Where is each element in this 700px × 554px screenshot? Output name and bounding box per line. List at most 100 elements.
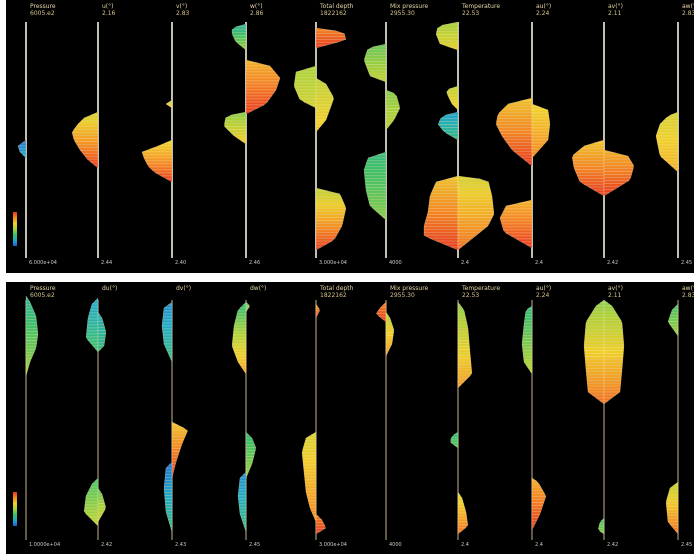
profile-band	[525, 364, 533, 369]
profile-band	[531, 477, 538, 482]
column-label: w(°)	[250, 3, 263, 10]
profile-band	[171, 451, 180, 455]
profile-glyph	[315, 77, 334, 133]
profile-band	[671, 327, 679, 331]
profile-band	[659, 153, 679, 158]
profile-band	[375, 313, 387, 317]
profile-band	[303, 101, 317, 106]
profile-band	[446, 88, 459, 93]
column-label: av(°)	[608, 285, 623, 292]
profile-band	[25, 346, 37, 350]
profile-band	[603, 362, 623, 366]
profile-band	[584, 329, 605, 333]
profile-band	[658, 123, 679, 128]
profile-band	[457, 515, 468, 520]
profile-band	[366, 157, 387, 162]
profile-band	[313, 515, 317, 520]
column-label: v(°)	[176, 3, 188, 10]
profile-band	[457, 175, 481, 180]
profile-band	[86, 158, 99, 163]
profile-band	[656, 141, 679, 146]
profile-band	[97, 503, 106, 507]
profile-band	[587, 388, 605, 393]
profile-band	[445, 111, 459, 116]
column-foot-value: 2.44	[101, 260, 113, 266]
profile-band	[669, 524, 679, 529]
profile-band	[603, 174, 632, 178]
profile-band	[523, 359, 533, 363]
profile-band	[457, 301, 461, 306]
profile-band	[168, 461, 173, 466]
profile-band	[295, 68, 317, 73]
profile-band	[171, 430, 188, 434]
column-header: Mix pressure 2955.30	[390, 3, 428, 17]
profile-band	[583, 344, 605, 348]
profile-band	[499, 217, 533, 222]
profile-band	[423, 223, 459, 227]
profile-band	[231, 340, 247, 345]
profile-band	[603, 353, 624, 357]
profile-band	[243, 370, 247, 375]
profile-band	[603, 192, 610, 197]
profile-band	[499, 214, 533, 219]
profile-band	[527, 367, 533, 372]
profile-band	[436, 24, 459, 29]
profile-band	[666, 509, 679, 513]
column-foot-value: 2.4	[535, 260, 543, 266]
profile-band	[586, 374, 605, 378]
profile-band	[575, 172, 605, 176]
profile-band	[97, 493, 104, 498]
profile-band	[315, 104, 332, 109]
profile-band	[303, 443, 317, 448]
profile-band	[315, 235, 338, 239]
profile-band	[365, 52, 387, 56]
profile-band	[457, 181, 490, 186]
profile-band	[603, 183, 625, 188]
profile-band	[598, 525, 605, 529]
profile-band	[457, 506, 466, 511]
profile-band	[236, 358, 247, 363]
profile-band	[454, 106, 459, 111]
profile-band	[457, 208, 494, 212]
profile-band	[368, 202, 387, 206]
profile-band	[315, 187, 328, 192]
profile-band	[451, 103, 459, 108]
profile-band	[303, 467, 317, 472]
profile-band	[665, 500, 679, 504]
profile-band	[603, 149, 617, 154]
profile-band	[97, 345, 105, 350]
profile-band	[87, 318, 99, 323]
profile-band	[310, 431, 317, 436]
profile-band	[170, 528, 173, 533]
column-foot-value: 4000	[389, 542, 402, 548]
profile-band	[315, 513, 320, 518]
profile-band	[171, 471, 174, 476]
profile-band	[598, 192, 605, 197]
profile-band	[315, 525, 326, 529]
profile-band	[315, 95, 334, 100]
profile-band	[598, 523, 605, 527]
column-label: Temperature	[462, 3, 501, 10]
profile-band	[25, 301, 32, 306]
profile-band	[161, 322, 173, 327]
profile-band	[315, 83, 329, 88]
profile-band	[79, 150, 99, 154]
profile-band	[315, 101, 333, 106]
profile-band	[245, 444, 257, 448]
profile-band	[315, 202, 346, 206]
profile-band	[168, 519, 173, 524]
profile-band	[531, 508, 543, 512]
column-label: au(°)	[536, 285, 552, 292]
profile-band	[376, 310, 387, 314]
profile-band	[385, 338, 394, 342]
profile-band	[243, 525, 247, 530]
profile-band	[171, 454, 179, 458]
profile-band	[385, 99, 399, 103]
profile-band	[522, 329, 533, 333]
profile-band	[309, 506, 317, 511]
profile-band	[447, 175, 459, 180]
profile-band	[523, 320, 533, 324]
profile-band	[245, 68, 276, 73]
profile-band	[97, 487, 101, 492]
profile-band	[363, 166, 387, 170]
